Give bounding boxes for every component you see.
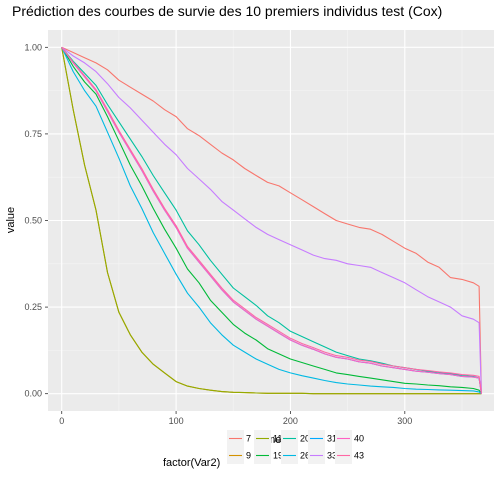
series-line-40	[61, 46, 482, 394]
series-line-11	[61, 47, 482, 395]
legend-label-31: 31	[327, 434, 337, 444]
legend-label-20: 20	[300, 434, 310, 444]
series-layer	[61, 46, 482, 395]
legend-label-43: 43	[354, 451, 364, 461]
legend-label-40: 40	[354, 434, 364, 444]
y-axis-label: value	[5, 207, 17, 233]
series-line-19	[61, 47, 482, 395]
legend-label-11: 11	[273, 434, 282, 444]
series-line-33	[61, 46, 482, 394]
grid-lines	[48, 30, 494, 411]
x-tick-label: 0	[59, 416, 64, 426]
axis-ticks: 0 100 200 300 0.00 0.25 0.50 0.75 1.00	[24, 42, 412, 426]
y-tick-label: 0.75	[24, 129, 42, 139]
legend: 7 9 11 19 20 26 31 33 40 43	[227, 430, 364, 464]
legend-label-9: 9	[246, 451, 251, 461]
series-line-7	[61, 46, 482, 394]
legend-label-19: 19	[273, 451, 283, 461]
chart-title: Prédiction des courbes de survie des 10 …	[12, 3, 442, 19]
legend-label-7: 7	[246, 434, 251, 444]
legend-label-33: 33	[327, 451, 337, 461]
y-tick-label: 0.25	[24, 302, 42, 312]
series-line-26	[61, 47, 482, 395]
x-tick-label: 100	[169, 416, 184, 426]
y-tick-label: 0.50	[24, 216, 42, 226]
y-tick-label: 1.00	[24, 42, 42, 52]
x-tick-label: 300	[397, 416, 412, 426]
legend-label-26: 26	[300, 451, 310, 461]
series-line-43	[61, 46, 482, 394]
legend-title: factor(Var2)	[163, 457, 220, 469]
y-tick-label: 0.00	[24, 389, 42, 399]
x-tick-label: 200	[283, 416, 298, 426]
